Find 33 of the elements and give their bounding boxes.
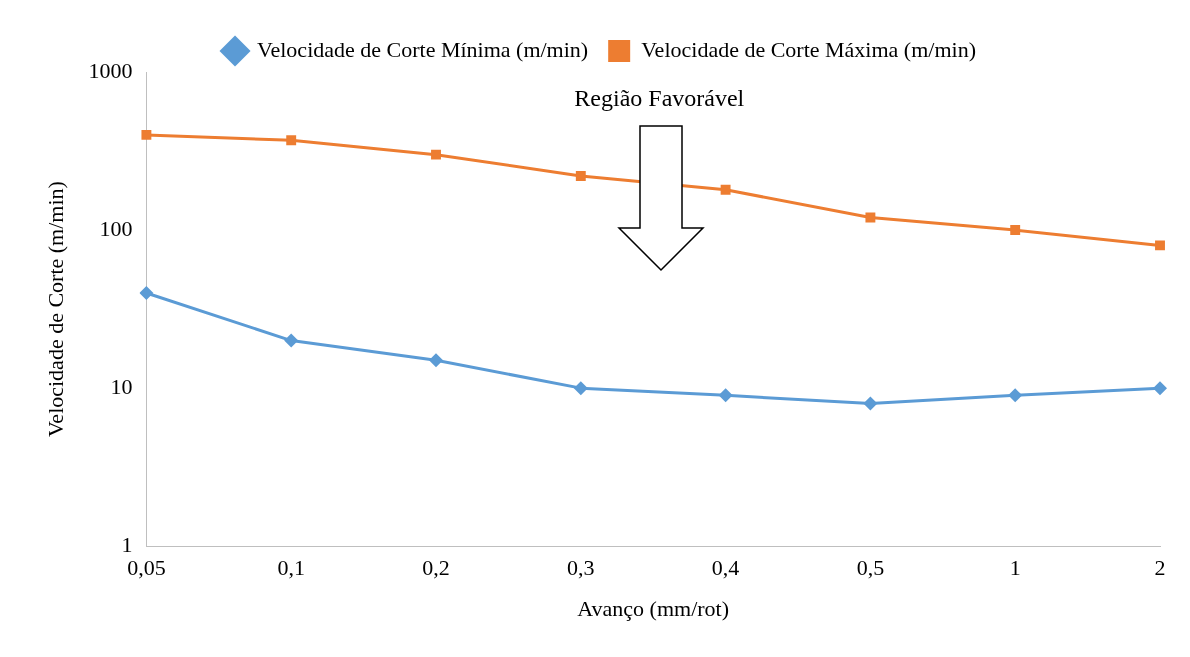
- point: [431, 149, 441, 160]
- point: [865, 212, 876, 223]
- point: [1153, 381, 1167, 396]
- point: [718, 388, 733, 403]
- point: [284, 333, 299, 348]
- legend-label: Velocidade de Corte Mínima (m/min): [257, 36, 589, 62]
- x-tick-label: 0,05: [127, 555, 166, 581]
- point: [286, 135, 297, 146]
- point: [1010, 225, 1021, 236]
- x-tick-label: 0,1: [277, 555, 305, 581]
- point: [1155, 240, 1165, 251]
- y-tick-label: 1000: [88, 57, 133, 83]
- x-axis-title: Avanço (mm/rot): [577, 595, 730, 621]
- point: [863, 396, 878, 411]
- point: [429, 353, 443, 368]
- point: [139, 285, 154, 300]
- x-tick-label: 2: [1154, 555, 1166, 581]
- point: [141, 129, 152, 140]
- y-axis-title: Velocidade de Corte (m/min): [42, 181, 68, 438]
- y-tick-label: 10: [110, 373, 133, 399]
- point: [720, 184, 731, 195]
- x-tick-label: 1: [1009, 555, 1021, 581]
- point: [1008, 388, 1023, 403]
- point: [573, 381, 588, 396]
- legend-label: Velocidade de Corte Máxima (m/min): [641, 36, 976, 62]
- x-tick-label: 0,5: [856, 555, 885, 581]
- y-tick-label: 1: [121, 531, 133, 557]
- x-tick-label: 0,2: [422, 555, 450, 581]
- annotation: Região Favorável: [574, 85, 745, 112]
- y-tick-label: 100: [99, 215, 133, 241]
- x-tick-label: 0,3: [567, 555, 595, 581]
- x-tick-label: 0,4: [711, 555, 740, 581]
- point: [575, 170, 586, 181]
